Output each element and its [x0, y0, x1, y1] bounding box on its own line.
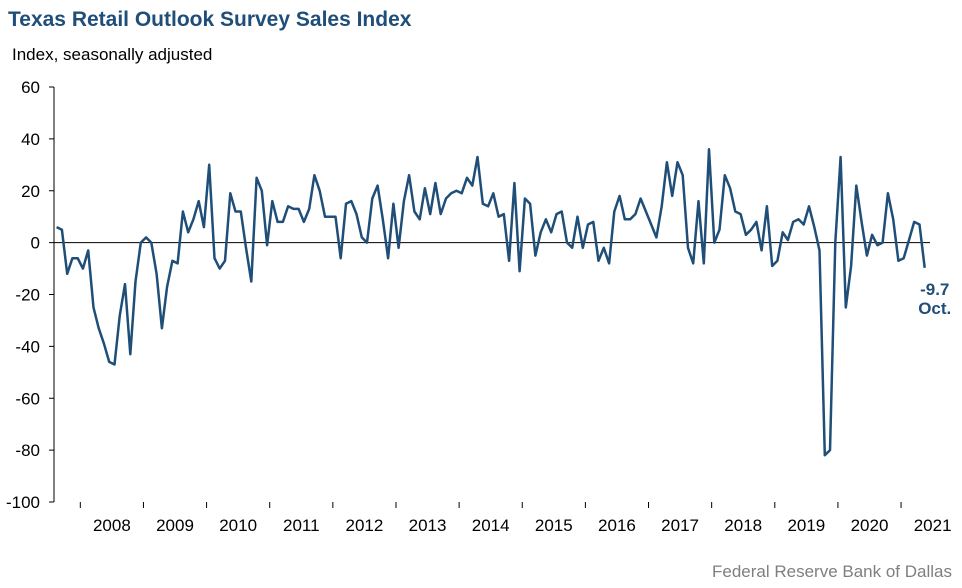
- y-tick-label: 40: [21, 130, 40, 149]
- y-tick-label: -100: [6, 493, 40, 512]
- x-tick-label: 2014: [472, 516, 510, 535]
- y-tick-label: -20: [15, 286, 40, 305]
- x-tick-label: 2009: [156, 516, 194, 535]
- source-credit: Federal Reserve Bank of Dallas: [711, 562, 952, 581]
- x-tick-label: 2012: [346, 516, 384, 535]
- x-tick-label: 2018: [724, 516, 762, 535]
- x-tick-label: 2021: [914, 516, 952, 535]
- last-period-label: Oct.: [918, 299, 951, 318]
- y-tick-label: 0: [31, 234, 40, 253]
- y-tick-label: 60: [21, 78, 40, 97]
- x-tick-label: 2017: [661, 516, 699, 535]
- last-value-label: -9.7: [920, 280, 949, 299]
- x-tick-label: 2008: [93, 516, 131, 535]
- x-tick-label: 2015: [535, 516, 573, 535]
- x-tick-label: 2011: [283, 516, 320, 535]
- sales-index-line: [56, 148, 926, 457]
- y-axis-unit-label: Index, seasonally adjusted: [12, 45, 213, 64]
- x-tick-label: 2013: [409, 516, 447, 535]
- y-tick-label: -60: [15, 389, 40, 408]
- x-axis-ticks: 2008 2009 2010 2011 2012 2013 2014 2015 2016 2017…: [79, 502, 952, 535]
- x-tick-label: 2010: [219, 516, 257, 535]
- x-tick-label: 2020: [851, 516, 889, 535]
- y-tick-label: 20: [21, 182, 40, 201]
- x-tick-label: 2016: [598, 516, 636, 535]
- y-tick-label: -40: [15, 337, 40, 356]
- y-axis-ticks: 60 40 20 0 -20 -40 -60 -80 -100: [6, 78, 54, 512]
- chart-title: Texas Retail Outlook Survey Sales Index: [8, 8, 412, 31]
- x-tick-label: 2019: [787, 516, 825, 535]
- y-tick-label: -80: [15, 441, 40, 460]
